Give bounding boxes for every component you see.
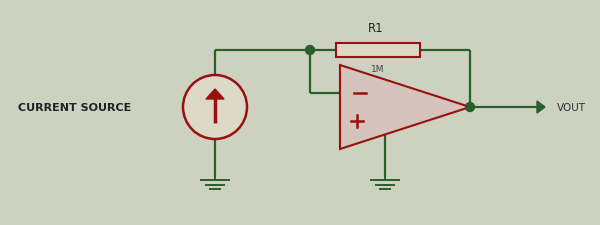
Polygon shape bbox=[537, 101, 545, 113]
Circle shape bbox=[183, 76, 247, 139]
Circle shape bbox=[305, 46, 314, 55]
Text: VOUT: VOUT bbox=[557, 103, 586, 112]
Text: 1M: 1M bbox=[371, 65, 385, 74]
Text: R1: R1 bbox=[368, 22, 383, 35]
Polygon shape bbox=[340, 66, 470, 149]
Text: CURRENT SOURCE: CURRENT SOURCE bbox=[18, 103, 131, 112]
Circle shape bbox=[466, 103, 475, 112]
Bar bbox=[336, 44, 420, 58]
Polygon shape bbox=[206, 90, 224, 99]
